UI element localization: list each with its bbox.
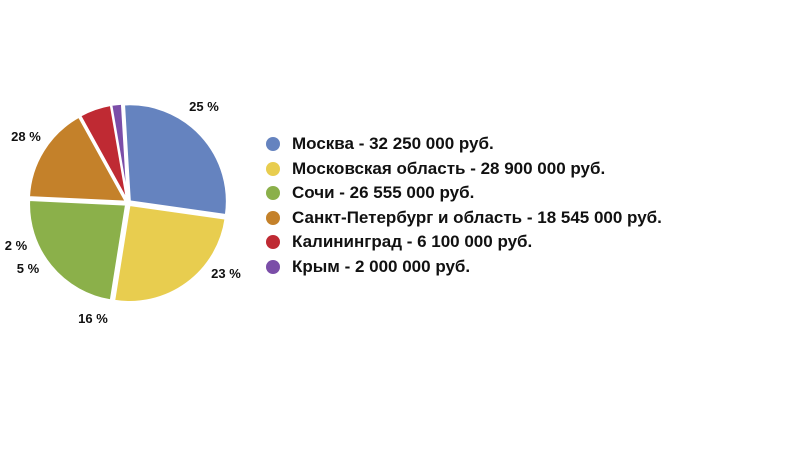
legend-item-kaliningrad: Калининград - 6 100 000 руб. [266,230,662,255]
legend-item-sochi: Сочи - 26 555 000 руб. [266,181,662,206]
legend-swatch-saint-petersburg [266,210,280,225]
legend-swatch-moscow-region [266,161,280,176]
pie-label-kaliningrad: 5 % [17,261,40,276]
pie-slice-crimea [110,102,129,201]
legend-label-sochi: Сочи - 26 555 000 руб. [292,183,475,203]
pie-slice-moscow [122,103,228,217]
legend-label-crimea: Крым - 2 000 000 руб. [292,256,471,276]
legend-item-moscow-region: Московская область - 28 900 000 руб. [266,157,662,182]
pie-label-moscow: 28 % [11,129,41,144]
pie-label-saint-petersburg: 16 % [78,311,108,326]
pie-label-sochi: 23 % [211,266,241,281]
legend-label-saint-petersburg: Санкт-Петербург и область - 18 545 000 р… [292,207,662,227]
legend-item-crimea: Крым - 2 000 000 руб. [266,255,662,280]
pie-label-moscow-region: 25 % [189,99,219,114]
pie-label-crimea: 2 % [5,238,28,253]
pie-slice-moscow-region [113,203,227,304]
pie-slice-sochi [28,199,128,302]
legend-swatch-sochi [266,186,280,201]
pie-slice-saint-petersburg [27,115,128,203]
pie-chart: 28 % 25 % 23 % 16 % 5 % 2 % [5,99,241,326]
legend-item-moscow: Москва - 32 250 000 руб. [266,132,662,157]
legend: Москва - 32 250 000 руб. Московская обла… [266,132,662,279]
legend-label-moscow: Москва - 32 250 000 руб. [292,134,494,154]
pie-percent-labels: 28 % 25 % 23 % 16 % 5 % 2 % [5,99,241,326]
legend-swatch-moscow [266,137,280,152]
legend-label-kaliningrad: Калининград - 6 100 000 руб. [292,232,533,252]
legend-label-moscow-region: Московская область - 28 900 000 руб. [292,158,606,178]
legend-item-saint-petersburg: Санкт-Петербург и область - 18 545 000 р… [266,206,662,231]
pie-slices [27,102,228,304]
legend-swatch-crimea [266,259,280,274]
legend-swatch-kaliningrad [266,235,280,250]
